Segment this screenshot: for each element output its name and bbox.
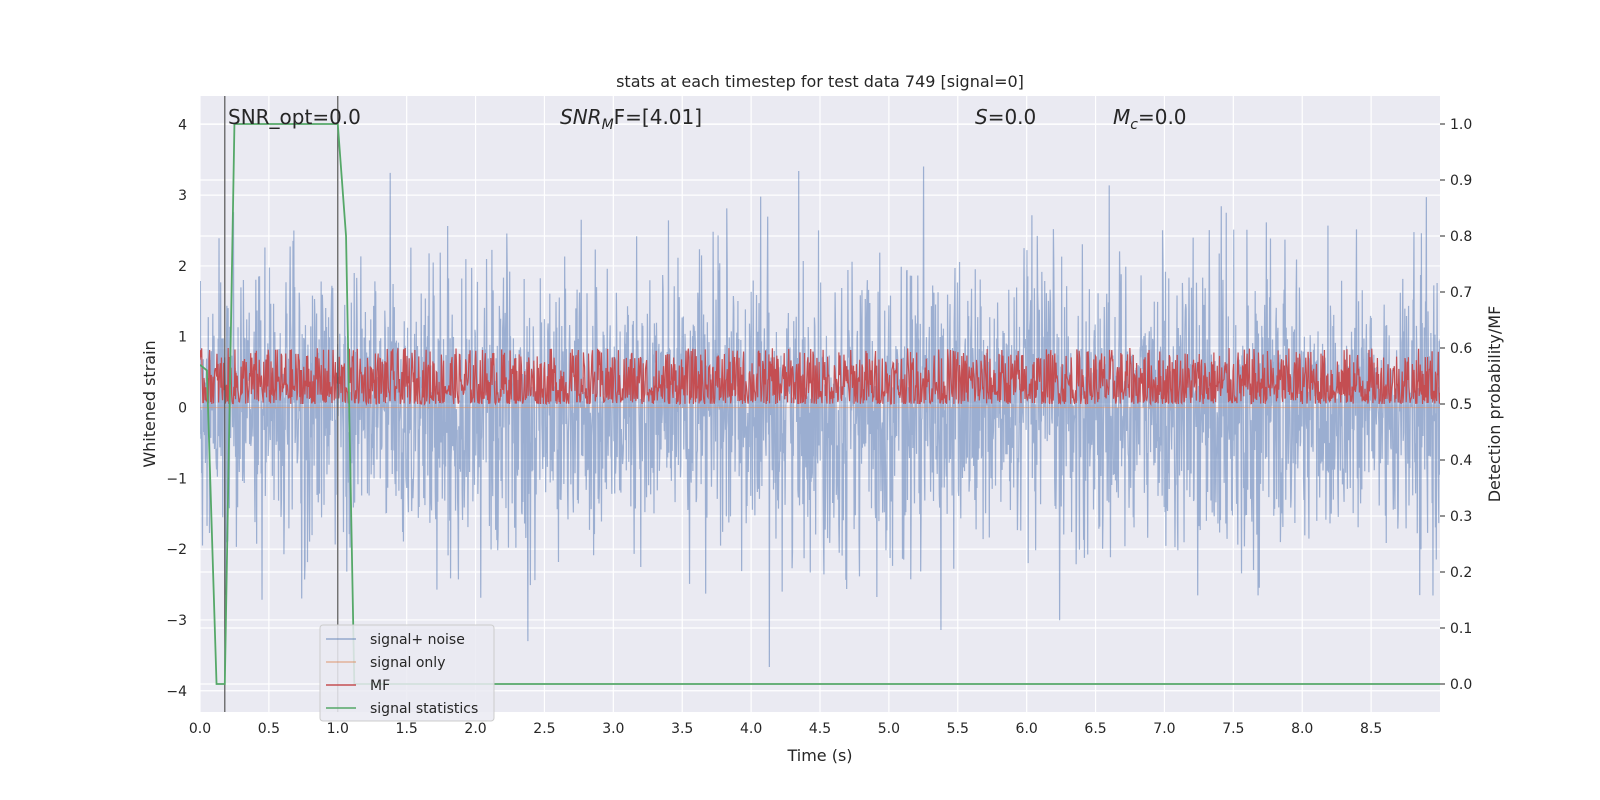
x-tick-label: 3.5 [671,721,693,737]
y-right-tick-label: 0.9 [1450,173,1472,189]
annotation-snr-mf-sub: M [602,117,614,133]
y-axis-label: Whitened strain [140,340,159,467]
x-tick-label: 1.5 [396,721,418,737]
y-tick-label: 1 [178,330,187,346]
annotation-snr-opt: SNR_opt=0.0 [228,105,361,129]
annotation-s: S=0.0 [975,105,1036,129]
annotation-s-rest: =0.0 [988,105,1037,129]
annotation-s-main: S [975,105,988,129]
x-tick-label: 4.0 [740,721,762,737]
y-tick-label: 3 [178,188,187,204]
annotation-snr-mf-rest: F=[4.01] [614,105,702,129]
y-right-tick-label: 0.6 [1450,341,1472,357]
x-tick-label: 2.0 [464,721,486,737]
legend-label-signal-statistics: signal statistics [370,701,478,717]
annotation-snr-mf: SNRMF=[4.01] [560,105,702,133]
y-axis-right-label: Detection probability/MF [1485,306,1504,503]
x-tick-label: 6.5 [1084,721,1106,737]
y-tick-label: −1 [166,471,187,487]
y-right-tick-label: 1.0 [1450,117,1472,133]
x-tick-label: 1.0 [327,721,349,737]
x-tick-label: 0.0 [189,721,211,737]
y-right-tick-label: 0.7 [1450,285,1472,301]
legend-label-mf: MF [370,678,390,694]
legend-box [319,624,495,722]
y-right-tick-label: 0.8 [1450,229,1472,245]
y-right-tick-label: 0.2 [1450,565,1472,581]
x-axis-label: Time (s) [786,746,852,765]
x-tick-label: 0.5 [258,721,280,737]
x-tick-label: 5.5 [947,721,969,737]
chart-title: stats at each timestep for test data 749… [616,72,1024,91]
x-tick-label: 3.0 [602,721,624,737]
x-tick-label: 8.0 [1291,721,1313,737]
x-tick-label: 6.0 [1016,721,1038,737]
x-tick-label: 7.0 [1153,721,1175,737]
y-tick-label: −2 [166,542,187,558]
annotation-snr-mf-main: SNR [560,105,602,129]
annotation-mc-main: M [1113,105,1130,129]
x-tick-label: 2.5 [533,721,555,737]
series-signal-noise-line [200,166,1440,667]
annotation-mc-sub: c [1130,117,1138,133]
x-tick-label: 7.5 [1222,721,1244,737]
y-right-tick-label: 0.3 [1450,509,1472,525]
x-tick-label: 8.5 [1360,721,1382,737]
x-tick-label: 4.5 [809,721,831,737]
y-tick-label: 4 [178,117,187,133]
y-tick-label: 2 [178,259,187,275]
y-right-tick-label: 0.4 [1450,453,1472,469]
y-tick-label: −4 [166,684,187,700]
legend-label-signal-only: signal only [370,655,445,671]
legend: signal+ noise signal only MF signal stat… [319,624,495,722]
y-right-tick-label: 0.0 [1450,677,1472,693]
series-mf-line [200,347,1440,407]
y-right-tick-label: 0.1 [1450,621,1472,637]
x-tick-label: 5.0 [878,721,900,737]
y-tick-label: −3 [166,613,187,629]
annotation-mc: Mc=0.0 [1113,105,1187,133]
y-tick-label: 0 [178,401,187,417]
legend-label-signal-noise: signal+ noise [370,632,465,648]
annotation-mc-rest: =0.0 [1138,105,1187,129]
y-right-tick-label: 0.5 [1450,397,1472,413]
